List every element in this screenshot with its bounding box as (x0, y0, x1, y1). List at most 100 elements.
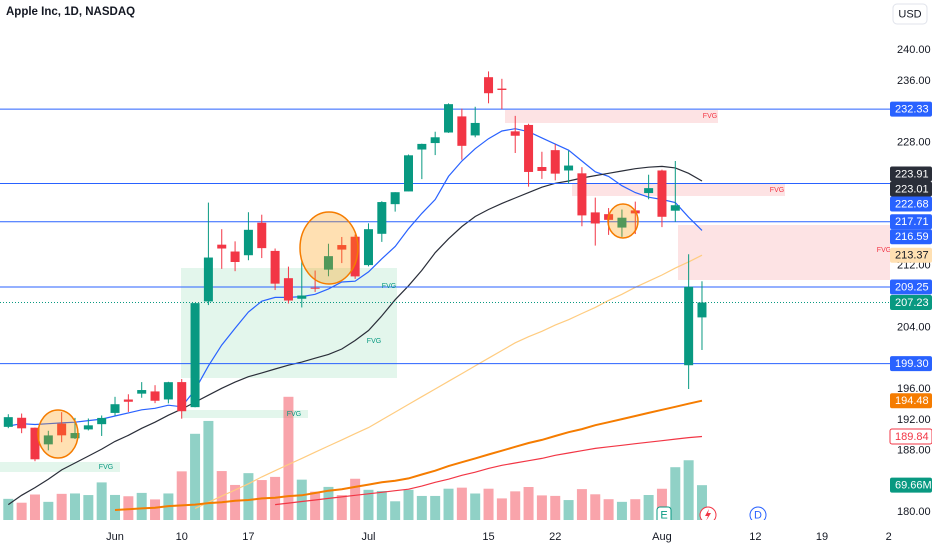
price-label-box (890, 101, 932, 117)
volume-bar (656, 488, 667, 520)
volume-bar (390, 501, 401, 520)
candle-body (537, 167, 547, 171)
candle-body (297, 295, 307, 299)
candle-body (83, 425, 93, 430)
volume-bar (576, 489, 587, 520)
volume-bar (643, 495, 654, 520)
candle-body (590, 212, 600, 224)
fvg-zone (678, 225, 890, 280)
price-label: 217.71 (895, 216, 929, 228)
candle-body (323, 256, 333, 270)
volume-bar (203, 420, 214, 520)
candle-body (617, 217, 627, 228)
candle-body (3, 417, 13, 427)
x-tick-label: 15 (482, 531, 494, 543)
fvg-zone (181, 410, 308, 418)
volume-bar (590, 494, 601, 520)
volume-bar (443, 488, 454, 520)
price-label: 216.59 (895, 231, 929, 243)
candle-body (283, 278, 293, 301)
volume-bar (670, 467, 681, 520)
candle-body (177, 382, 187, 412)
candle-body (684, 286, 694, 366)
candle-body (70, 433, 80, 439)
candle-body (243, 229, 253, 256)
volume-bar (150, 499, 161, 520)
candle-body (697, 302, 707, 318)
candle-body (404, 155, 413, 192)
price-label: 207.23 (895, 297, 929, 309)
fvg-label: FVG (382, 283, 396, 290)
candle-body (363, 229, 373, 266)
volume-bar (563, 500, 574, 520)
volume-bar (123, 496, 134, 520)
y-tick-label: 188.00 (897, 445, 931, 457)
volume-bar (470, 493, 481, 520)
x-tick-label: 2 (886, 531, 892, 543)
price-label-box (890, 295, 932, 311)
candle-body (377, 202, 387, 234)
fvg-zone (0, 462, 120, 472)
price-labels: 232.33 222.68 217.71 209.25 199.30 207.23 216.… (889, 101, 932, 493)
price-label: 223.91 (895, 168, 929, 180)
overlays: FVG FVG FVG FVG FVG FVG FVG E D (37, 113, 891, 524)
volume-bar (616, 501, 627, 520)
fvg-zone (572, 184, 785, 196)
candle-body (17, 417, 27, 429)
price-label-box (890, 279, 932, 295)
price-label: 189.84 (895, 431, 929, 443)
candle-body (57, 423, 67, 436)
price-label-box (890, 181, 932, 197)
highlight-circle (299, 211, 359, 285)
candle-body (190, 303, 200, 408)
candle-body (444, 104, 454, 133)
fvg-label: FVG (99, 464, 113, 471)
price-label-box (890, 477, 932, 493)
y-tick-label: 228.00 (897, 136, 931, 148)
volume-bar (510, 491, 521, 520)
price-label: 232.33 (895, 104, 929, 116)
price-label-box (890, 166, 932, 182)
currency-box[interactable] (892, 3, 928, 25)
fvg-label: FVG (367, 338, 381, 345)
volume-bar (550, 495, 561, 520)
price-label: 223.01 (895, 183, 929, 195)
candle-body (564, 165, 574, 171)
price-label-box (890, 356, 932, 372)
candle-body (497, 88, 507, 90)
volume-bar (296, 479, 307, 520)
candle-body (577, 173, 587, 216)
candle-body (137, 390, 147, 394)
x-tick-label: Jun (106, 531, 124, 543)
fvg-label: FVG (287, 411, 301, 418)
candle-body (217, 244, 227, 249)
candle-body (550, 150, 560, 174)
dividend-event-label: D (754, 509, 762, 521)
price-label: 69.66M (895, 480, 932, 492)
x-tick-label: 12 (749, 531, 761, 543)
price-label-box (890, 247, 932, 263)
candle-body (230, 251, 240, 263)
volume-bar (283, 396, 294, 520)
volume-bar (363, 489, 374, 520)
x-tick-label: 17 (242, 531, 254, 543)
volume-bar (683, 460, 694, 520)
candle-body (430, 137, 440, 144)
candle-body (163, 382, 173, 400)
candle-body (257, 222, 267, 249)
levels (0, 108, 890, 365)
volume-bar (350, 478, 361, 520)
price-label: 199.30 (895, 358, 929, 370)
fvg-label: FVG (877, 247, 891, 254)
y-tick-label: 196.00 (897, 383, 931, 395)
candle-body (657, 170, 667, 217)
volume-bar (536, 495, 547, 520)
x-tick-label: 10 (176, 531, 188, 543)
candle-body (43, 435, 53, 445)
price-label-box (889, 428, 932, 445)
volume-bar (483, 488, 494, 520)
volume-bar (323, 486, 334, 520)
volume-bar (403, 489, 414, 520)
price-label: 194.48 (895, 395, 929, 407)
